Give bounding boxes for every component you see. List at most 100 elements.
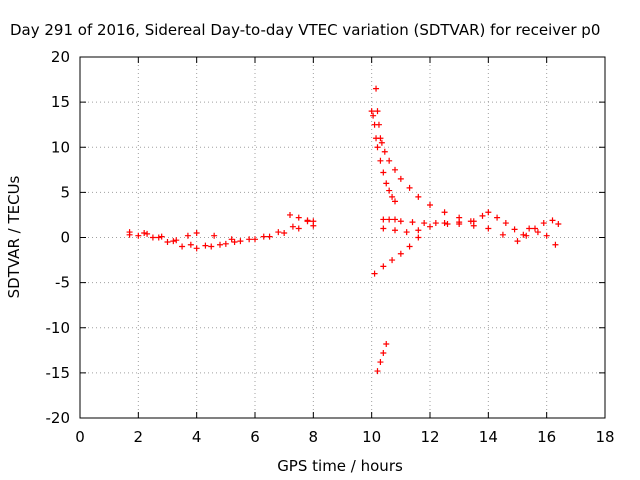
data-point bbox=[217, 241, 223, 248]
y-axis-label: SDTVAR / TECUs bbox=[5, 175, 23, 298]
y-tick-label: 20 bbox=[51, 48, 70, 66]
data-point bbox=[141, 229, 148, 236]
data-point bbox=[415, 227, 422, 234]
x-tick-label: 0 bbox=[75, 428, 85, 446]
data-point bbox=[373, 135, 380, 142]
data-point bbox=[295, 225, 302, 232]
data-point bbox=[392, 198, 398, 205]
data-point bbox=[173, 237, 180, 244]
data-point bbox=[380, 216, 387, 223]
y-tick-label: 5 bbox=[60, 183, 70, 201]
data-point bbox=[555, 220, 562, 227]
data-point bbox=[534, 229, 541, 236]
data-point bbox=[149, 234, 156, 241]
data-point bbox=[266, 233, 273, 240]
data-point bbox=[543, 232, 550, 239]
data-point bbox=[295, 214, 302, 221]
data-point bbox=[499, 231, 506, 238]
data-point bbox=[155, 234, 162, 241]
data-point bbox=[470, 222, 477, 229]
data-point bbox=[158, 233, 165, 240]
x-tick-label: 4 bbox=[192, 428, 202, 446]
x-tick-label: 16 bbox=[537, 428, 556, 446]
data-point bbox=[511, 226, 518, 233]
data-point bbox=[378, 139, 385, 146]
data-point bbox=[386, 157, 393, 164]
data-point bbox=[386, 187, 393, 194]
data-point bbox=[304, 217, 311, 224]
data-point bbox=[377, 157, 384, 164]
x-tick-label: 10 bbox=[362, 428, 381, 446]
data-point bbox=[371, 270, 378, 277]
data-point bbox=[377, 359, 384, 366]
data-point bbox=[540, 220, 547, 227]
data-point bbox=[370, 112, 377, 119]
data-point bbox=[170, 238, 177, 245]
data-point bbox=[415, 193, 422, 200]
chart-title: Day 291 of 2016, Sidereal Day-to-day VTE… bbox=[10, 21, 600, 39]
data-point bbox=[383, 180, 390, 187]
data-point bbox=[187, 241, 194, 248]
x-tick-label: 8 bbox=[309, 428, 319, 446]
data-point bbox=[374, 368, 381, 375]
y-tick-label: 15 bbox=[51, 93, 70, 111]
data-point bbox=[275, 229, 282, 236]
data-point bbox=[228, 236, 235, 243]
data-point bbox=[485, 225, 492, 232]
data-point bbox=[380, 350, 387, 357]
y-tick-label: 0 bbox=[60, 229, 70, 247]
data-point bbox=[386, 216, 393, 223]
data-point bbox=[432, 220, 439, 227]
x-tick-label: 14 bbox=[479, 428, 498, 446]
data-point bbox=[193, 229, 200, 236]
data-point bbox=[467, 218, 474, 225]
data-point bbox=[552, 241, 559, 248]
data-point bbox=[406, 184, 413, 191]
data-point bbox=[260, 233, 267, 240]
data-point bbox=[126, 229, 133, 236]
data-point bbox=[456, 219, 463, 226]
data-point bbox=[392, 227, 398, 234]
data-point bbox=[374, 108, 381, 115]
x-tick-label: 6 bbox=[250, 428, 260, 446]
data-point bbox=[421, 220, 428, 227]
data-point bbox=[397, 175, 404, 182]
data-point bbox=[368, 108, 375, 115]
data-point bbox=[373, 85, 380, 92]
data-point bbox=[392, 166, 398, 173]
data-point bbox=[389, 193, 396, 200]
data-point bbox=[403, 229, 410, 236]
x-tick-label: 12 bbox=[420, 428, 439, 446]
data-point bbox=[494, 214, 501, 221]
x-tick-label: 2 bbox=[134, 428, 144, 446]
data-point bbox=[164, 239, 171, 246]
data-point bbox=[208, 243, 215, 250]
data-point bbox=[427, 202, 433, 209]
data-point bbox=[389, 257, 396, 264]
data-point bbox=[380, 263, 387, 270]
data-point bbox=[310, 218, 317, 225]
x-tick-label: 18 bbox=[595, 428, 614, 446]
data-point bbox=[406, 243, 413, 250]
axis-ticks: 0 2 4 6 8 10 12 14 16 18 -20 -15 -10 -5 0 5 10 15 20 bbox=[46, 48, 615, 446]
data-point bbox=[193, 245, 200, 252]
data-point bbox=[383, 340, 390, 347]
data-point bbox=[392, 216, 398, 223]
y-tick-label: -20 bbox=[46, 409, 71, 427]
data-point bbox=[144, 230, 151, 237]
data-point bbox=[409, 219, 416, 226]
data-points bbox=[126, 85, 562, 375]
data-point bbox=[184, 232, 191, 239]
data-point bbox=[415, 234, 422, 241]
data-point bbox=[485, 209, 492, 216]
data-point bbox=[523, 232, 530, 239]
data-point bbox=[502, 220, 509, 227]
data-point bbox=[549, 217, 556, 224]
data-point bbox=[427, 223, 433, 230]
data-point bbox=[441, 220, 448, 227]
data-point bbox=[202, 242, 209, 249]
data-point bbox=[287, 211, 293, 218]
data-point bbox=[371, 121, 378, 128]
data-point bbox=[237, 238, 244, 245]
y-tick-label: -10 bbox=[46, 319, 71, 337]
